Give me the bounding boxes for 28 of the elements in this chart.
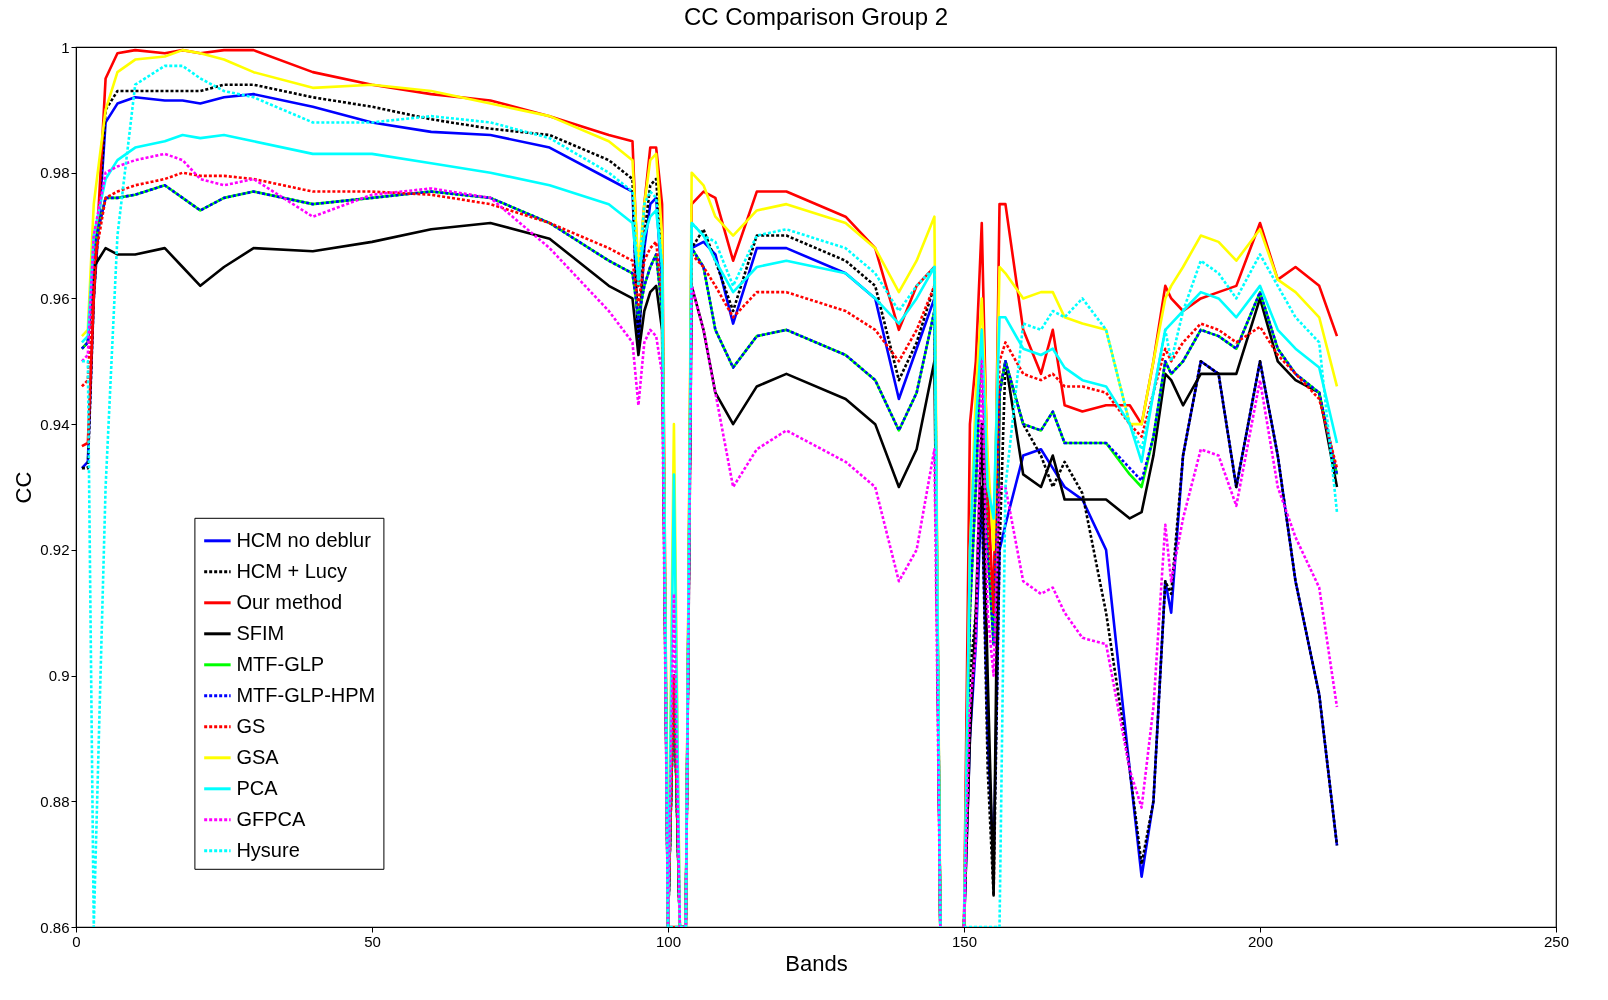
x-tick-label: 100 <box>655 932 682 950</box>
x-tick-label: 0 <box>72 932 81 950</box>
x-tick-label: 50 <box>364 932 381 950</box>
y-tick-label: 0.96 <box>40 289 70 307</box>
y-tick-label: 0.88 <box>40 792 70 810</box>
x-tick-label: 150 <box>951 932 978 950</box>
y-tick-label: 0.92 <box>40 541 70 559</box>
legend-label: GFPCA <box>236 807 306 830</box>
y-tick-label: 1 <box>61 38 70 56</box>
legend-label: HCM + Lucy <box>236 559 347 582</box>
legend-label: MTF-GLP <box>236 652 325 675</box>
legend-label: MTF-GLP-HPM <box>236 683 376 706</box>
legend-label: SFIM <box>236 621 285 644</box>
chart-title: CC Comparison Group 2 <box>683 3 949 30</box>
y-tick-label: 0.86 <box>40 918 70 936</box>
y-axis-title: CC <box>11 471 37 504</box>
legend-label: Hysure <box>236 838 300 861</box>
legend-label: Our method <box>236 590 343 613</box>
legend-label: HCM no deblur <box>236 528 372 551</box>
legend-label: GS <box>236 714 266 737</box>
y-tick-label: 0.98 <box>40 164 70 182</box>
y-tick-label: 0.9 <box>48 667 70 685</box>
y-tick-label: 0.94 <box>40 415 70 433</box>
legend-label: PCA <box>236 776 279 799</box>
x-tick-label: 250 <box>1543 932 1570 950</box>
legend-label: GSA <box>236 745 280 768</box>
x-tick-label: 200 <box>1247 932 1274 950</box>
x-axis-title: Bands <box>785 950 848 976</box>
